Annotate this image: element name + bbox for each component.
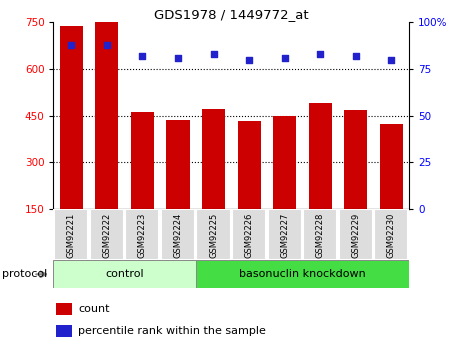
- Bar: [95, 20, 119, 209]
- Bar: [131, 112, 154, 209]
- Text: GSM92230: GSM92230: [387, 213, 396, 258]
- Text: protocol: protocol: [2, 269, 47, 279]
- Title: GDS1978 / 1449772_at: GDS1978 / 1449772_at: [154, 8, 309, 21]
- Text: GSM92224: GSM92224: [173, 213, 182, 258]
- Bar: [309, 103, 332, 209]
- Point: [281, 55, 288, 61]
- Text: control: control: [105, 269, 144, 279]
- Bar: [303, 209, 337, 260]
- Text: GSM92229: GSM92229: [352, 213, 360, 258]
- Bar: [380, 124, 403, 209]
- Point: [67, 42, 75, 48]
- Point: [317, 51, 324, 57]
- Bar: [56, 325, 72, 337]
- Text: GSM92222: GSM92222: [102, 213, 111, 258]
- Bar: [54, 209, 88, 260]
- Text: GSM92226: GSM92226: [245, 213, 253, 258]
- Point: [103, 42, 111, 48]
- Text: GSM92223: GSM92223: [138, 213, 147, 258]
- Text: GSM92221: GSM92221: [67, 213, 76, 258]
- Bar: [161, 209, 195, 260]
- Point: [352, 53, 359, 59]
- Bar: [90, 209, 124, 260]
- Text: GSM92225: GSM92225: [209, 213, 218, 258]
- Bar: [53, 260, 196, 288]
- Bar: [268, 209, 302, 260]
- Bar: [238, 121, 261, 209]
- Bar: [60, 26, 83, 209]
- Text: count: count: [79, 304, 110, 314]
- Text: percentile rank within the sample: percentile rank within the sample: [79, 326, 266, 336]
- Bar: [232, 209, 266, 260]
- Point: [210, 51, 217, 57]
- Bar: [166, 120, 190, 209]
- Point: [139, 53, 146, 59]
- Bar: [197, 209, 231, 260]
- Point: [388, 57, 395, 62]
- Text: GSM92228: GSM92228: [316, 213, 325, 258]
- Bar: [344, 110, 367, 209]
- Bar: [126, 209, 159, 260]
- Text: basonuclin knockdown: basonuclin knockdown: [239, 269, 366, 279]
- Bar: [202, 109, 225, 209]
- Bar: [374, 209, 408, 260]
- Point: [246, 57, 253, 62]
- Point: [174, 55, 182, 61]
- Bar: [273, 116, 296, 209]
- Text: GSM92227: GSM92227: [280, 213, 289, 258]
- Bar: [56, 303, 72, 315]
- Bar: [339, 209, 373, 260]
- Bar: [196, 260, 409, 288]
